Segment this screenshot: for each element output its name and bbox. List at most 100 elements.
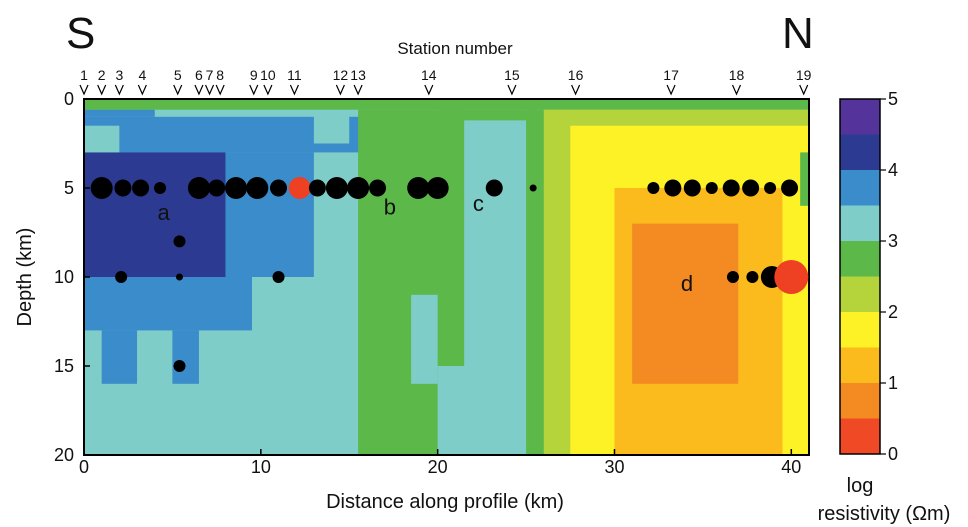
station-label: 19 (796, 67, 812, 83)
resistivity-cell (437, 109, 535, 121)
site-marker (90, 177, 113, 199)
colorbar-band (840, 312, 880, 348)
site-marker (272, 271, 285, 283)
colorbar-band (840, 170, 880, 206)
station-label: 2 (98, 67, 106, 83)
annotation-label: b (384, 195, 396, 220)
station-markers: 1 2 3 4 5 6 7 8 9 10 11 12 13 14 15 16 17 18 19 (79, 67, 812, 96)
station-label: 11 (287, 67, 302, 83)
site-marker (764, 182, 777, 194)
station-marker-icon (731, 84, 742, 96)
station-marker-icon (205, 84, 215, 96)
colorbar-band (840, 99, 880, 135)
station-label: 4 (138, 67, 146, 83)
colorbar-band (840, 276, 880, 312)
y-tick-label: 15 (54, 356, 74, 376)
site-marker (746, 271, 759, 283)
site-marker (426, 177, 449, 199)
colorbar-label-line2: resistivity (Ωm) (818, 503, 951, 525)
y-tick-label: 20 (54, 445, 74, 465)
highlight-site-marker (288, 177, 311, 199)
resistivity-cell (172, 330, 199, 384)
station-marker-icon (263, 84, 273, 96)
station-marker-icon (799, 84, 809, 96)
colorbar-band (840, 134, 880, 170)
y-tick-label: 5 (64, 178, 74, 198)
resistivity-cell (101, 330, 138, 384)
y-axis-label: Depth (km) (14, 228, 36, 327)
station-marker-icon (571, 84, 581, 96)
y-axis-ticks: 0 5 10 15 20 (54, 89, 90, 465)
colorbar-frame (839, 98, 881, 455)
y-tick-label: 10 (54, 267, 74, 287)
x-axis-ticks: 0 10 20 30 40 (79, 449, 801, 477)
site-marker (270, 179, 288, 197)
colorbar-band (840, 241, 880, 277)
station-marker-icon (215, 84, 225, 96)
resistivity-cell (84, 125, 120, 153)
resistivity-cell (411, 294, 438, 384)
station-marker-icon (137, 84, 147, 96)
station-marker-icon (666, 84, 676, 96)
site-marker (742, 179, 760, 197)
site-marker (175, 273, 183, 281)
colorbar-band (840, 205, 880, 241)
annotation-label: d (681, 271, 693, 296)
resistivity-cell (800, 152, 809, 206)
station-marker-icon (194, 84, 204, 96)
x-tick-label: 10 (251, 457, 271, 477)
resistivity-cell (313, 113, 350, 144)
colorbar: 0 1 2 3 4 5 (839, 89, 898, 464)
site-marker (173, 235, 186, 248)
resistivity-cell (84, 277, 252, 331)
station-marker-icon (249, 84, 259, 96)
station-label: 8 (216, 67, 224, 83)
site-marker (132, 179, 150, 197)
site-marker (705, 182, 718, 194)
x-tick-label: 40 (781, 457, 801, 477)
site-marker (208, 179, 226, 197)
site-marker (173, 360, 186, 372)
site-marker (308, 179, 326, 197)
x-tick-label: 0 (79, 457, 89, 477)
highlight-site-marker (774, 260, 809, 294)
resistivity-cell (84, 152, 226, 277)
station-label: 12 (333, 67, 349, 83)
site-marker (722, 179, 740, 197)
y-tick-label: 0 (64, 89, 74, 109)
resistivity-cell (84, 99, 809, 110)
station-label: 18 (729, 67, 745, 83)
station-axis-title: Station number (397, 39, 513, 58)
colorbar-band (840, 347, 880, 383)
station-label: 7 (206, 67, 214, 83)
site-marker (369, 179, 387, 197)
station-label: 9 (250, 67, 258, 83)
station-label: 14 (421, 67, 437, 83)
annotation-label: a (157, 200, 170, 225)
resistivity-cell (632, 223, 739, 384)
colorbar-tick-label: 0 (888, 444, 898, 464)
site-marker (529, 184, 537, 192)
site-marker (781, 179, 799, 197)
station-label: 3 (115, 67, 123, 83)
site-marker (246, 177, 269, 199)
station-label: 10 (260, 67, 276, 83)
station-label: 16 (568, 67, 584, 83)
station-label: 6 (195, 67, 203, 83)
site-marker (225, 177, 248, 199)
site-marker (407, 177, 430, 199)
region-annotations: a b c d (157, 191, 693, 296)
colorbar-tick-label: 5 (888, 89, 898, 109)
station-label: 15 (504, 67, 520, 83)
site-marker (325, 177, 348, 199)
site-marker (154, 182, 167, 194)
colorbar-band (840, 383, 880, 419)
x-axis-label: Distance along profile (km) (326, 491, 564, 513)
station-marker-icon (335, 84, 345, 96)
resistivity-cells (84, 99, 809, 455)
x-tick-label: 30 (604, 457, 624, 477)
site-marker (664, 179, 682, 197)
station-label: 17 (663, 67, 679, 83)
site-marker (485, 179, 503, 197)
colorbar-tick-label: 4 (888, 160, 898, 180)
